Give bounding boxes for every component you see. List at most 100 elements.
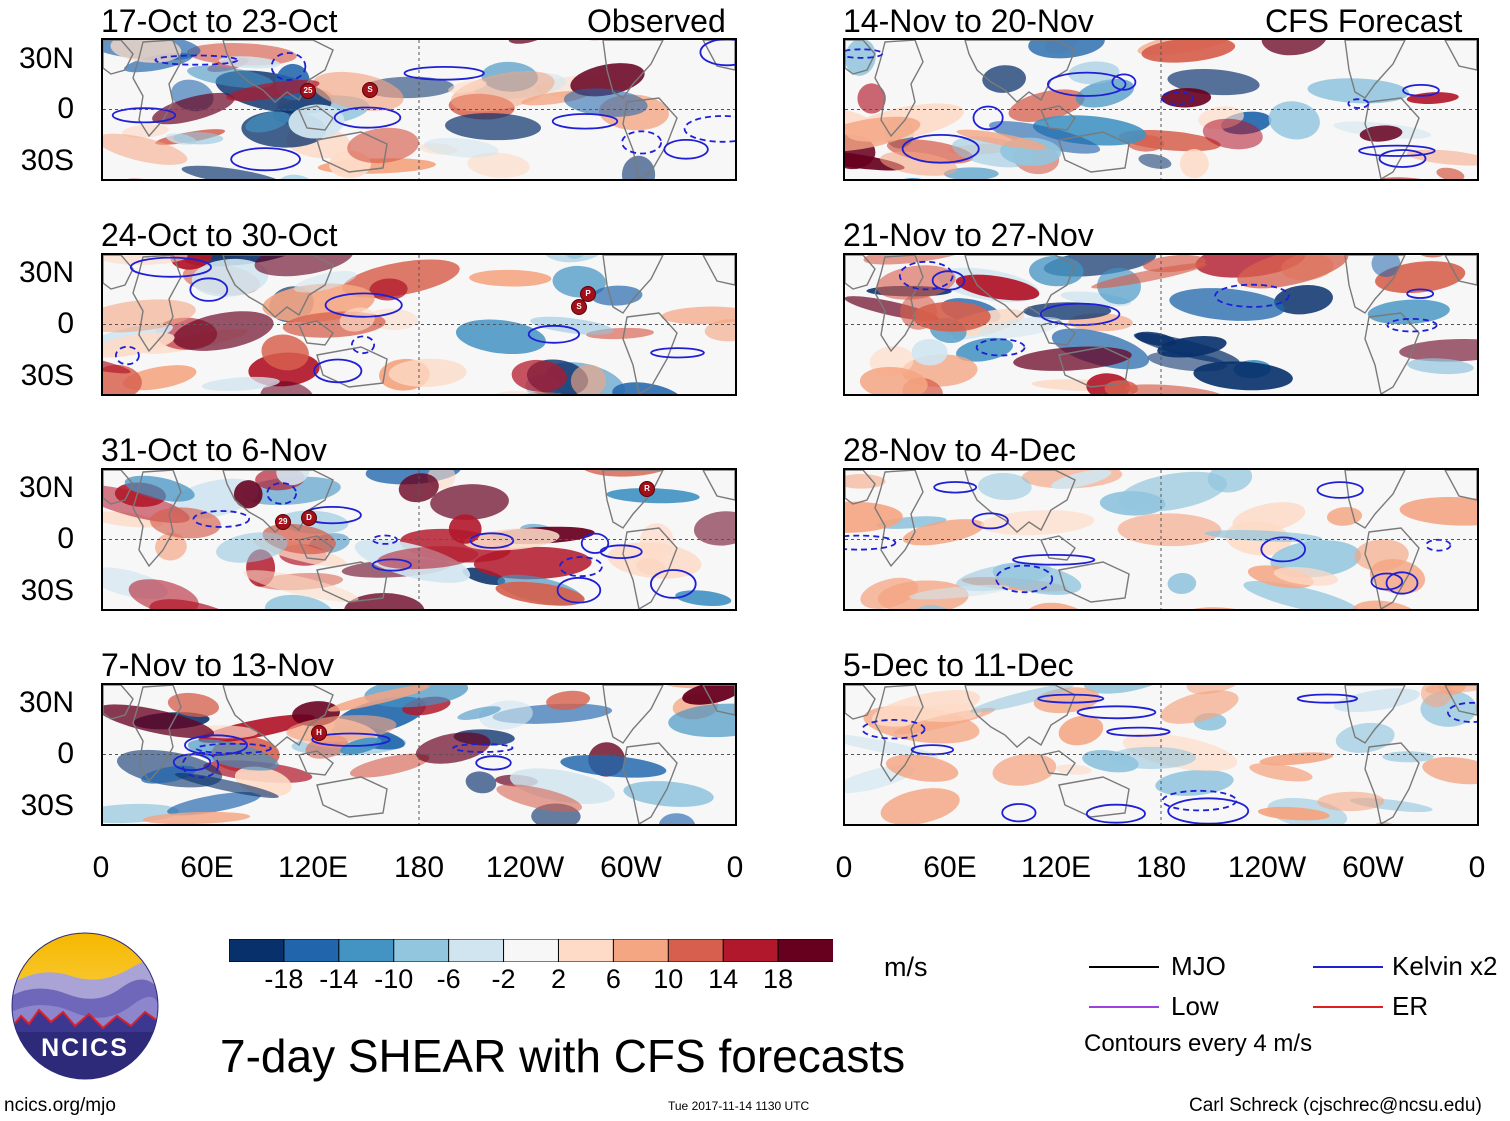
coastline	[316, 131, 388, 173]
colorbar-swatch	[722, 938, 780, 963]
panel-title: 7-Nov to 13-Nov	[101, 647, 334, 683]
shear-anomaly-blob	[455, 319, 546, 355]
shear-anomaly-blob	[546, 690, 591, 710]
shear-anomaly-blob	[845, 474, 886, 489]
coastline	[874, 255, 924, 353]
kelvin-contour	[649, 569, 697, 599]
shear-anomaly-blob	[1382, 751, 1434, 763]
shear-anomaly-blob	[1273, 566, 1339, 586]
shear-anomaly-blob	[1099, 491, 1166, 516]
shear-anomaly-blob	[1307, 78, 1410, 104]
shear-anomaly-blob	[170, 255, 213, 270]
kelvin-contour	[350, 335, 375, 355]
kelvin-contour	[699, 40, 735, 67]
coastline	[298, 535, 334, 561]
shear-field	[845, 40, 1477, 179]
shear-anomaly-blob	[845, 116, 921, 152]
kelvin-contour	[995, 564, 1054, 594]
kelvin-contour	[475, 755, 512, 771]
x-tick-label: 60E	[923, 851, 977, 884]
x-tick-label: 60E	[180, 851, 234, 884]
shear-anomaly-blob	[612, 382, 684, 394]
shear-anomaly-blob	[1013, 346, 1132, 371]
storm-marker: S	[362, 82, 378, 98]
shear-field	[103, 470, 735, 609]
footer-url[interactable]: ncics.org/mjo	[4, 1095, 116, 1116]
shear-anomaly-blob	[260, 381, 315, 394]
legend-label-er: ER	[1392, 991, 1429, 1021]
colorbar-swatch	[777, 938, 835, 963]
coastline	[702, 470, 735, 501]
shear-anomaly-blob	[943, 167, 999, 179]
colorbar-tick-label: 14	[708, 964, 739, 994]
kelvin-contour	[931, 270, 966, 291]
shear-anomaly-blob	[1333, 688, 1420, 713]
shear-anomaly-blob	[978, 472, 1032, 501]
shear-anomaly-blob	[103, 511, 164, 528]
shear-anomaly-blob	[570, 364, 607, 394]
x-tick-label: 0	[1468, 851, 1486, 884]
shear-anomaly-blob	[496, 784, 582, 813]
kelvin-contour	[184, 734, 248, 756]
x-tick-label: 60W	[1342, 851, 1404, 884]
shear-anomaly-blob	[1422, 756, 1477, 785]
coastline	[1058, 561, 1130, 603]
shear-anomaly-blob	[142, 811, 251, 824]
shear-anomaly-blob	[1407, 358, 1474, 375]
colorbar-tick-label: 10	[653, 964, 684, 994]
shear-anomaly-blob	[103, 332, 175, 358]
map-panel-obs-3	[101, 468, 737, 611]
colorbar-tick-label: 2	[550, 964, 566, 994]
kelvin-contour	[1037, 693, 1105, 704]
shear-anomaly-blob	[1371, 255, 1401, 278]
coastline	[1444, 255, 1477, 286]
colorbar-tick-label: 6	[605, 964, 621, 994]
ncics-logo: NCICS	[11, 932, 159, 1080]
shear-anomaly-blob	[347, 127, 419, 164]
kelvin-contour	[972, 105, 1004, 131]
panel-title: 17-Oct to 23-Oct	[101, 3, 338, 39]
storm-marker: R	[639, 481, 655, 497]
coastline	[298, 320, 334, 346]
kelvin-contour	[621, 130, 662, 155]
legend-line-kelvin	[1313, 966, 1383, 968]
map-panel-obs-1	[101, 38, 737, 181]
colorbar-tick-label: -10	[374, 964, 414, 994]
legend-line-low	[1089, 1006, 1159, 1008]
coastline	[103, 40, 134, 75]
shear-anomaly-blob	[398, 473, 439, 503]
coastline	[1058, 131, 1130, 173]
shear-anomaly-blob	[103, 704, 215, 739]
kelvin-contour	[189, 277, 229, 302]
shear-anomaly-blob	[1436, 167, 1465, 179]
kelvin-contour	[1106, 726, 1171, 737]
coastline	[602, 470, 664, 529]
shear-anomaly-blob	[911, 338, 948, 366]
shear-anomaly-blob	[1259, 752, 1334, 766]
kelvin-contour	[845, 534, 897, 551]
shear-anomaly-blob	[1352, 600, 1420, 609]
shear-anomaly-blob	[693, 511, 735, 546]
kelvin-contour	[371, 558, 412, 572]
shear-anomaly-blob	[885, 754, 959, 782]
shear-anomaly-blob	[339, 307, 375, 332]
storm-marker: D	[301, 510, 317, 526]
shear-anomaly-blob	[344, 593, 425, 609]
shear-anomaly-blob	[312, 71, 404, 111]
coastline	[1444, 40, 1477, 71]
kelvin-contour	[324, 292, 403, 318]
shear-anomaly-blob	[448, 80, 487, 94]
x-tick-label: 0	[726, 851, 744, 884]
colorbar-swatch	[503, 938, 560, 963]
shear-anomaly-blob	[218, 56, 281, 69]
y-tick-label: 30N	[18, 686, 74, 719]
shear-anomaly-blob	[914, 703, 982, 723]
shear-anomaly-blob	[845, 149, 905, 171]
map-panel-fcst-3	[843, 468, 1479, 611]
shear-field	[103, 40, 735, 179]
coastline	[1344, 40, 1406, 99]
coastline	[1364, 742, 1420, 824]
shear-anomaly-blob	[276, 470, 310, 486]
storm-marker: 29	[275, 514, 291, 530]
colorbar-tick-label: 18	[763, 964, 794, 994]
